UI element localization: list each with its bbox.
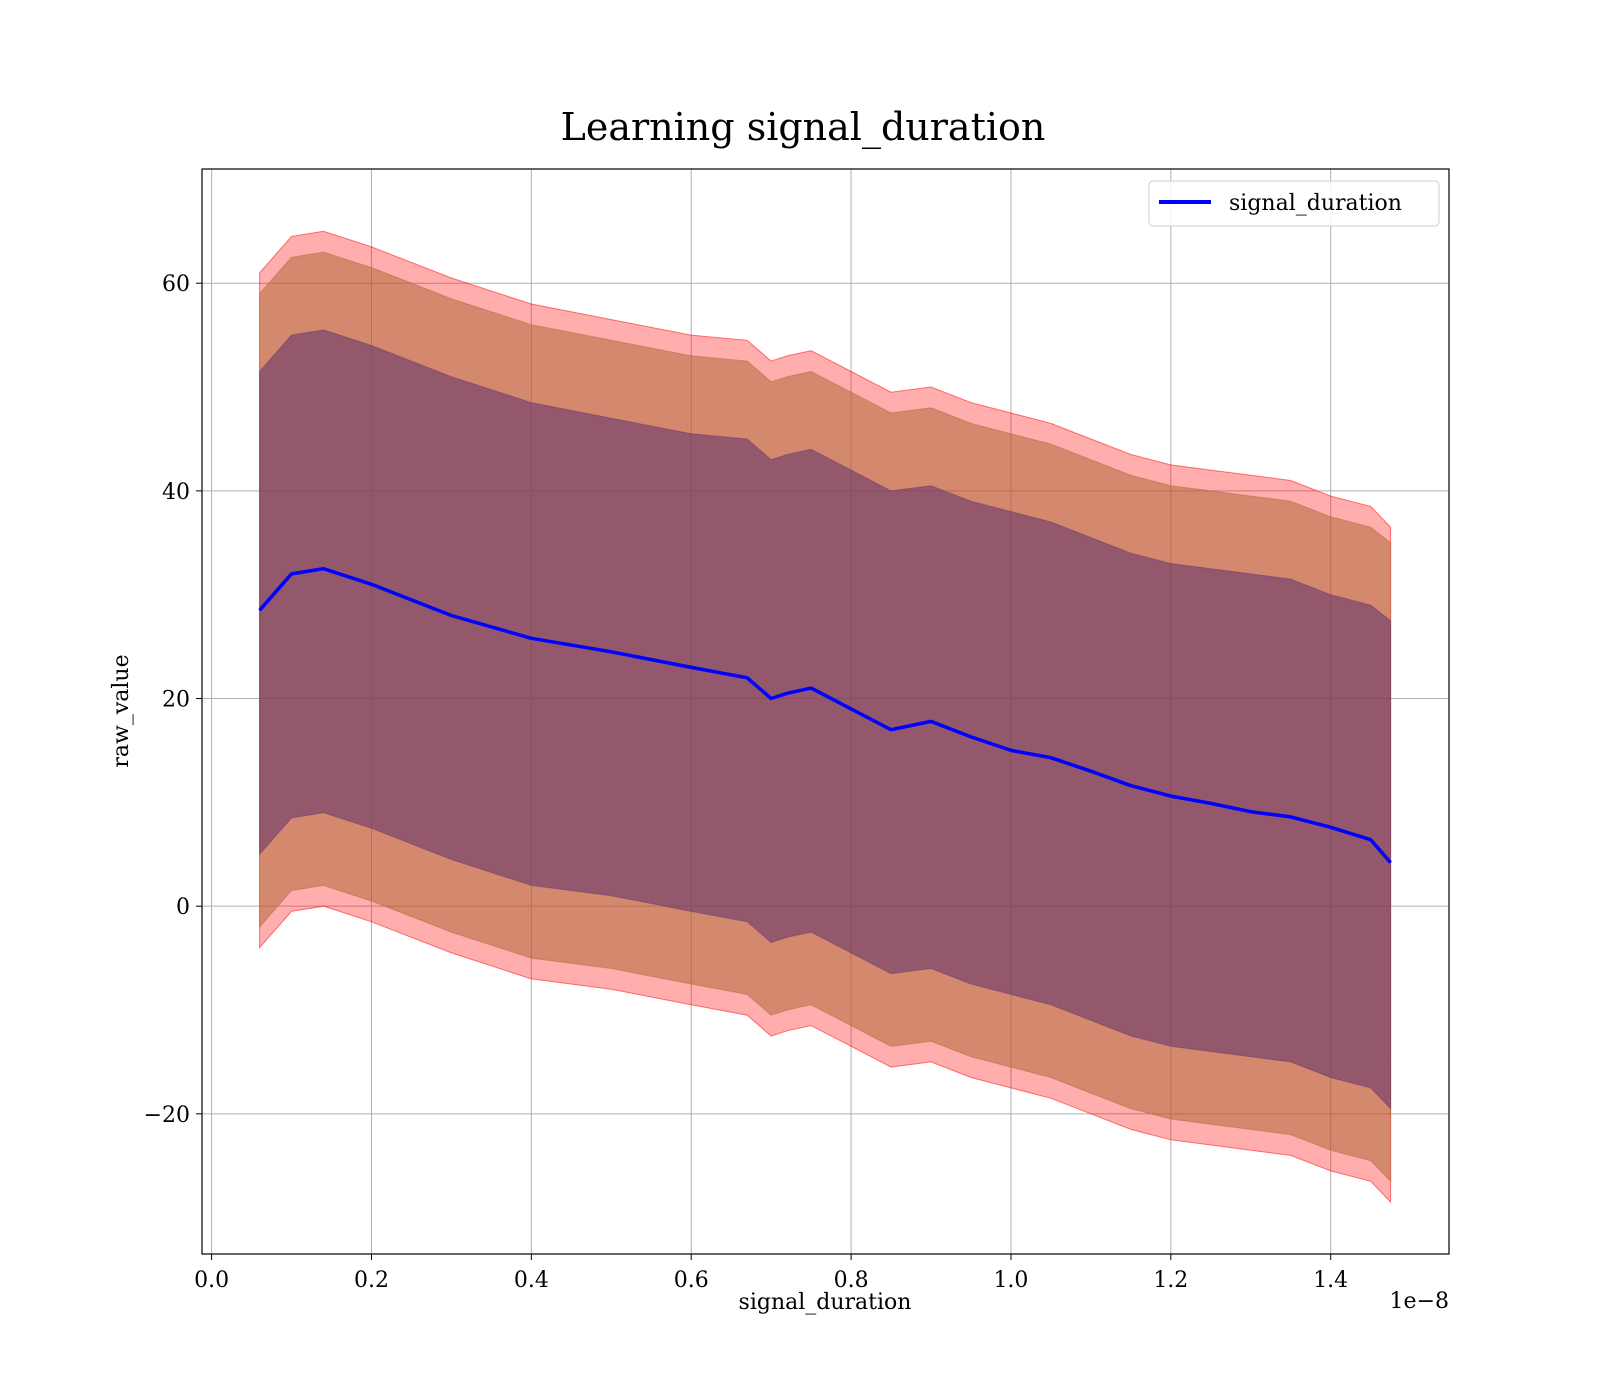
plot-frame xyxy=(201,168,1450,1255)
legend-label-signal-duration: signal_duration xyxy=(1229,191,1402,216)
y-tick-label: 60 xyxy=(162,272,190,297)
x-tick-label: 1.2 xyxy=(1153,1268,1188,1293)
x-tick-label: 0.2 xyxy=(354,1268,389,1293)
x-tick-label: 0.8 xyxy=(834,1268,869,1293)
y-tick-label: 0 xyxy=(176,895,190,920)
x-offset-label: 1e−8 xyxy=(1390,1289,1449,1314)
y-tick-label: −20 xyxy=(144,1103,190,1128)
y-axis-label: raw_value xyxy=(109,654,134,767)
series-line-signal-duration xyxy=(258,566,1392,864)
y-tick-label: 40 xyxy=(162,480,190,505)
x-tick-label: 0.4 xyxy=(514,1268,549,1293)
chart-title: Learning signal_duration xyxy=(561,105,1046,150)
x-tick-label: 0.6 xyxy=(674,1268,709,1293)
axis-ticks: 0.0 0.2 0.4 0.6 0.8 1.0 1.2 1.4 −20 0 20 40 60 xyxy=(144,272,1349,1293)
x-axis-label: signal_duration xyxy=(739,1290,912,1315)
series-lines xyxy=(258,566,1392,864)
legend-box xyxy=(1148,180,1440,227)
x-tick-label: 0.0 xyxy=(194,1268,229,1293)
band-inner xyxy=(259,329,1392,1110)
x-tick-label: 1.0 xyxy=(993,1268,1028,1293)
y-tick-label: 20 xyxy=(162,688,190,713)
legend: signal_duration xyxy=(1148,180,1440,227)
x-tick-label: 1.4 xyxy=(1313,1268,1348,1293)
confidence-bands xyxy=(259,230,1392,1204)
